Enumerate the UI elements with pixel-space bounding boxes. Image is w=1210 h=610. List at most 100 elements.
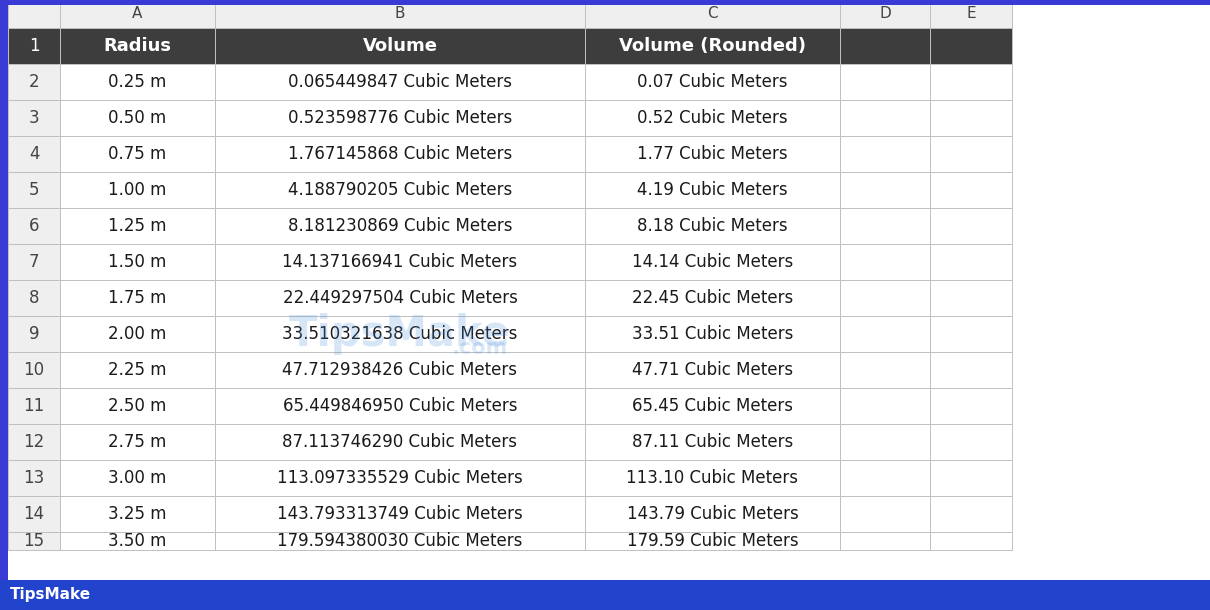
Bar: [215, 388, 584, 424]
Bar: [215, 424, 584, 460]
Bar: [584, 136, 840, 172]
Text: 3.00 m: 3.00 m: [109, 469, 167, 487]
Bar: [0, 0, 8, 580]
Text: 2.00 m: 2.00 m: [109, 325, 167, 343]
Text: 87.113746290 Cubic Meters: 87.113746290 Cubic Meters: [282, 433, 518, 451]
Bar: [930, 424, 1012, 460]
Text: 8.18 Cubic Meters: 8.18 Cubic Meters: [638, 217, 788, 235]
Text: 87.11 Cubic Meters: 87.11 Cubic Meters: [632, 433, 793, 451]
Bar: [930, 280, 1012, 316]
Bar: [8, 0, 60, 28]
Bar: [840, 100, 930, 136]
Bar: [8, 100, 60, 136]
Text: 2.25 m: 2.25 m: [108, 361, 167, 379]
Text: 1.00 m: 1.00 m: [109, 181, 167, 199]
Text: 0.75 m: 0.75 m: [109, 145, 167, 163]
Bar: [60, 352, 215, 388]
Text: TipsMake: TipsMake: [289, 313, 511, 355]
Bar: [584, 208, 840, 244]
Bar: [584, 100, 840, 136]
Bar: [584, 352, 840, 388]
Text: 5: 5: [29, 181, 39, 199]
Text: 113.10 Cubic Meters: 113.10 Cubic Meters: [627, 469, 799, 487]
Bar: [930, 532, 1012, 550]
Text: 2.75 m: 2.75 m: [109, 433, 167, 451]
Bar: [840, 532, 930, 550]
Text: B: B: [394, 7, 405, 21]
Text: 179.594380030 Cubic Meters: 179.594380030 Cubic Meters: [277, 532, 523, 550]
Bar: [215, 136, 584, 172]
Bar: [840, 244, 930, 280]
Text: 47.712938426 Cubic Meters: 47.712938426 Cubic Meters: [282, 361, 518, 379]
Bar: [840, 0, 930, 28]
Bar: [930, 208, 1012, 244]
Bar: [60, 100, 215, 136]
Bar: [584, 424, 840, 460]
Bar: [840, 496, 930, 532]
Text: 65.45 Cubic Meters: 65.45 Cubic Meters: [632, 397, 793, 415]
Text: 10: 10: [23, 361, 45, 379]
Text: 1.75 m: 1.75 m: [109, 289, 167, 307]
Text: 6: 6: [29, 217, 39, 235]
Bar: [930, 352, 1012, 388]
Bar: [60, 172, 215, 208]
Text: 14: 14: [23, 505, 45, 523]
Bar: [60, 388, 215, 424]
Text: 179.59 Cubic Meters: 179.59 Cubic Meters: [627, 532, 799, 550]
Text: 8: 8: [29, 289, 39, 307]
Text: 14.137166941 Cubic Meters: 14.137166941 Cubic Meters: [282, 253, 518, 271]
Bar: [8, 460, 60, 496]
Bar: [930, 244, 1012, 280]
Bar: [60, 208, 215, 244]
Bar: [584, 460, 840, 496]
Bar: [60, 424, 215, 460]
Text: 3: 3: [29, 109, 39, 127]
Bar: [840, 28, 930, 64]
Text: 8.181230869 Cubic Meters: 8.181230869 Cubic Meters: [288, 217, 512, 235]
Text: 4.19 Cubic Meters: 4.19 Cubic Meters: [638, 181, 788, 199]
Bar: [215, 28, 584, 64]
Text: 47.71 Cubic Meters: 47.71 Cubic Meters: [632, 361, 793, 379]
Bar: [0, 0, 1210, 5]
Text: Volume (Rounded): Volume (Rounded): [620, 37, 806, 55]
Bar: [584, 244, 840, 280]
Text: 0.25 m: 0.25 m: [109, 73, 167, 91]
Bar: [840, 64, 930, 100]
Bar: [215, 496, 584, 532]
Bar: [840, 208, 930, 244]
Text: 12: 12: [23, 433, 45, 451]
Bar: [840, 136, 930, 172]
Text: 0.065449847 Cubic Meters: 0.065449847 Cubic Meters: [288, 73, 512, 91]
Bar: [60, 28, 215, 64]
Text: 0.52 Cubic Meters: 0.52 Cubic Meters: [638, 109, 788, 127]
Bar: [840, 172, 930, 208]
Bar: [60, 244, 215, 280]
Text: 22.45 Cubic Meters: 22.45 Cubic Meters: [632, 289, 793, 307]
Bar: [8, 316, 60, 352]
Bar: [8, 208, 60, 244]
Bar: [8, 532, 60, 550]
Text: D: D: [880, 7, 891, 21]
Bar: [840, 460, 930, 496]
Bar: [840, 316, 930, 352]
Text: .com: .com: [451, 338, 508, 358]
Text: 7: 7: [29, 253, 39, 271]
Bar: [60, 136, 215, 172]
Bar: [584, 280, 840, 316]
Bar: [584, 28, 840, 64]
Text: 2: 2: [29, 73, 39, 91]
Text: 143.793313749 Cubic Meters: 143.793313749 Cubic Meters: [277, 505, 523, 523]
Bar: [60, 0, 215, 28]
Bar: [215, 280, 584, 316]
Text: 0.523598776 Cubic Meters: 0.523598776 Cubic Meters: [288, 109, 512, 127]
Bar: [60, 460, 215, 496]
Text: C: C: [707, 7, 718, 21]
Bar: [930, 136, 1012, 172]
Bar: [930, 64, 1012, 100]
Bar: [215, 0, 584, 28]
Bar: [840, 352, 930, 388]
Bar: [930, 460, 1012, 496]
Bar: [8, 424, 60, 460]
Text: 14.14 Cubic Meters: 14.14 Cubic Meters: [632, 253, 793, 271]
Text: E: E: [967, 7, 975, 21]
